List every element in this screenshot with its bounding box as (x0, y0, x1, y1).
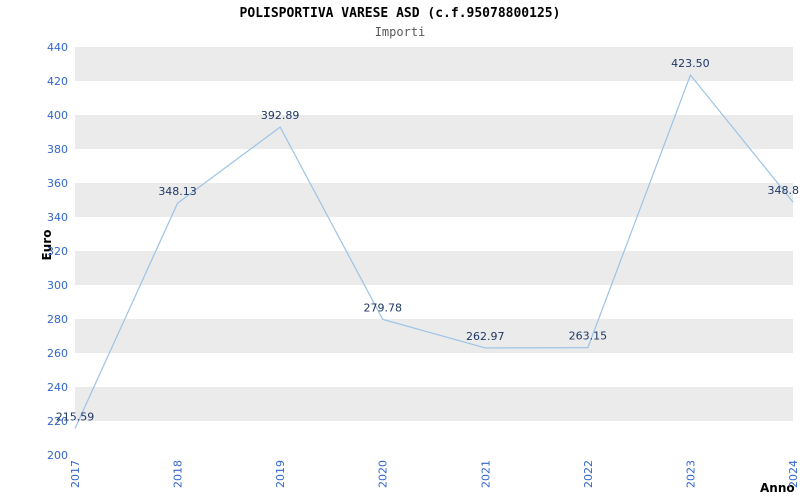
x-tick-label: 2019 (274, 460, 287, 488)
point-label: 279.78 (363, 301, 402, 314)
y-tick-label: 420 (47, 75, 68, 88)
point-label: 262.97 (466, 330, 505, 343)
y-tick-label: 280 (47, 313, 68, 326)
y-tick-label: 380 (47, 143, 68, 156)
y-tick-label: 220 (47, 415, 68, 428)
point-label: 392.89 (261, 109, 300, 122)
plot-band (75, 183, 793, 217)
x-tick-label: 2024 (787, 460, 800, 488)
y-tick-label: 440 (47, 41, 68, 54)
y-tick-label: 240 (47, 381, 68, 394)
plot-band (75, 81, 793, 115)
y-tick-label: 260 (47, 347, 68, 360)
plot-band (75, 251, 793, 285)
data-line (74, 73, 794, 429)
point-label: 348.8 (768, 184, 800, 197)
point-label: 263.15 (569, 330, 608, 343)
plot-band (75, 115, 793, 149)
plot-band (75, 421, 793, 455)
y-tick-label: 300 (47, 279, 68, 292)
plot-band (75, 217, 793, 251)
y-tick-label: 400 (47, 109, 68, 122)
chart-subtitle: Importi (374, 25, 426, 39)
plot-band (75, 285, 793, 319)
y-tick-label: 340 (47, 211, 68, 224)
y-tick-label: 320 (47, 245, 68, 258)
point-label: 423.50 (671, 57, 710, 70)
chart-title: POLISPORTIVA VARESE ASD (c.f.95078800125… (239, 6, 561, 21)
x-tick-label: 2017 (69, 460, 82, 488)
plot-band (75, 319, 793, 353)
x-tick-label: 2021 (479, 460, 492, 488)
point-label: 215.59 (56, 410, 95, 423)
x-axis-label: Anno (760, 481, 795, 495)
plot-band (75, 47, 793, 81)
y-tick-label: 360 (47, 177, 68, 190)
plot-band (75, 149, 793, 183)
y-tick-label: 200 (47, 449, 68, 462)
x-tick-label: 2020 (377, 460, 390, 488)
plot-band (75, 387, 793, 421)
point-label: 348.13 (158, 185, 197, 198)
x-tick-label: 2022 (582, 460, 595, 488)
plot-band (75, 353, 793, 387)
x-tick-label: 2023 (684, 460, 697, 488)
x-tick-label: 2018 (172, 460, 185, 488)
